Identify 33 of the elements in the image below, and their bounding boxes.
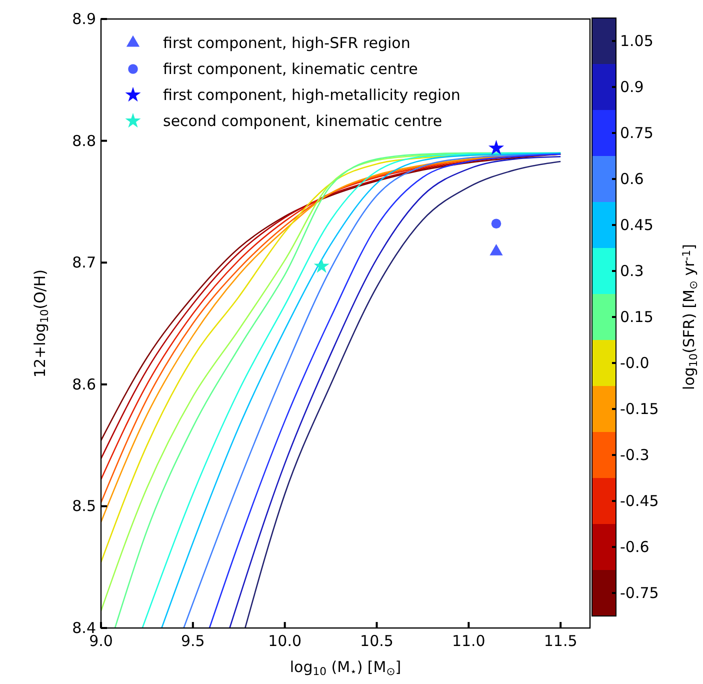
y-tick-label: 8.7 [72,254,96,272]
legend-label: first component, high-metallicity region [163,86,460,104]
y-tick-label: 8.6 [72,375,96,394]
point [488,140,504,155]
x-tick-label: 11.5 [544,632,578,650]
color-bar-label: -0.3 [620,446,650,464]
color-bar-label: 0.6 [620,170,644,188]
color-bar-label: 0.45 [620,216,654,234]
color-bar-label: 0.15 [620,308,654,326]
x-tick-label: 9.0 [89,632,113,650]
point [491,218,502,228]
color-bar-label: 1.05 [620,32,654,50]
point [490,244,503,256]
color-bar-label: -0.15 [620,400,659,418]
x-axis-title: log$_{10}$ (M$_{⋆}$) [M$_{⊙}$] [290,658,402,678]
y-tick-label: 8.8 [72,132,96,150]
color-bar-label: -0.0 [620,354,650,372]
color-bar-label: -0.75 [620,584,659,602]
x-tick-label: 10.5 [360,632,394,650]
y-tick-label: 8.5 [72,497,96,516]
color-bar-label: 0.75 [620,124,654,142]
x-tick-label: 9.5 [180,632,205,650]
color-bar-label: -0.6 [620,538,650,556]
legend-label: first component, high-SFR region [163,34,410,52]
color-bar-label: 0.3 [620,262,644,280]
y-tick-label: 8.9 [72,10,96,28]
point [314,258,330,273]
x-tick-label: 10.0 [268,632,302,650]
color-bar-label: -0.45 [620,492,659,510]
legend-label: first component, kinematic centre [163,60,418,78]
color-bar-label: 0.9 [620,78,644,96]
legend-label: second component, kinematic centre [163,112,442,130]
x-tick-label: 11.0 [452,632,486,650]
